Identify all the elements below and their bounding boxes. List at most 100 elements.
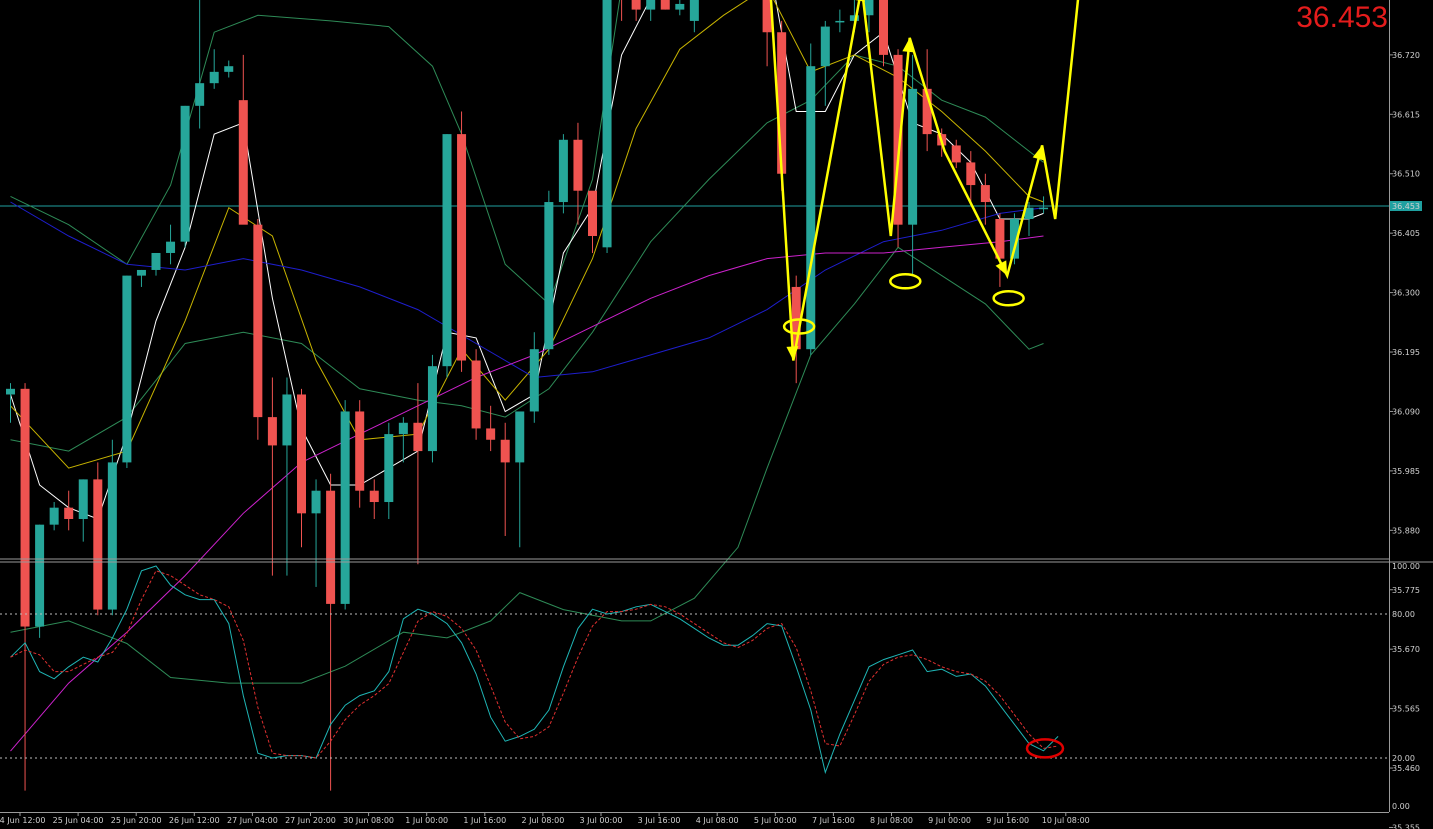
price-tick-label: 36.300 — [1392, 289, 1420, 298]
bull-candle — [849, 15, 859, 21]
time-tick-label: 1 Jul 00:00 — [405, 816, 448, 825]
bull-candle — [835, 20, 845, 23]
bull-candle — [49, 507, 59, 525]
price-tick-label: 36.405 — [1392, 229, 1420, 238]
time-tick-label: 24 Jun 12:00 — [0, 816, 45, 825]
zigzag-arrowhead — [995, 260, 1008, 276]
price-tick-label: 35.670 — [1392, 645, 1420, 654]
price-tick-label: 35.565 — [1392, 705, 1420, 714]
current-price-tag-label: 36.453 — [1392, 202, 1420, 211]
bull-candle — [602, 0, 612, 248]
bull-candle — [427, 366, 437, 452]
time-tick-label: 5 Jul 00:00 — [754, 816, 797, 825]
bull-candle — [864, 0, 874, 16]
bear-candle — [471, 360, 481, 429]
bear-candle — [326, 490, 336, 604]
time-tick-label: 3 Jul 00:00 — [580, 816, 623, 825]
bull-candle — [166, 241, 176, 253]
bb_upper-line — [10, 0, 621, 305]
price-tick-label: 36.615 — [1392, 110, 1420, 119]
price-tick-label: 36.510 — [1392, 170, 1420, 179]
bull-candle — [151, 252, 161, 270]
time-tick-label: 8 Jul 08:00 — [870, 816, 913, 825]
bull-candle — [136, 269, 146, 276]
bear-candle — [966, 162, 976, 186]
zigzag-projection — [769, 0, 1080, 361]
stochastic-pane — [0, 565, 1389, 775]
price-tick-label: 35.355 — [1392, 823, 1420, 829]
time-tick-label: 30 Jun 08:00 — [343, 816, 394, 825]
time-tick-label: 7 Jul 16:00 — [812, 816, 855, 825]
bear-candle — [922, 88, 932, 135]
stoch_main-line — [10, 565, 1059, 775]
price-tick-label: 36.090 — [1392, 407, 1420, 416]
time-tick-label: 10 Jul 08:00 — [1042, 816, 1090, 825]
bull-candle — [209, 71, 219, 84]
price-tick-label: 35.460 — [1392, 764, 1420, 773]
zigzag-arrowhead — [902, 37, 915, 53]
bull-candle — [224, 66, 234, 72]
bull-candle — [311, 490, 321, 514]
bull-candle — [806, 66, 816, 350]
bull-candle — [6, 388, 15, 395]
bear-candle — [893, 54, 903, 225]
bull-candle — [78, 479, 88, 519]
support-circle — [992, 290, 1025, 307]
bull-candle — [384, 434, 394, 503]
bull-candle — [1039, 207, 1049, 210]
bull-candle — [340, 411, 350, 604]
bull-candle — [529, 349, 539, 412]
bear-candle — [267, 417, 277, 446]
bear-candle — [879, 0, 888, 55]
bull-candle — [180, 105, 190, 242]
oversold-circle — [1025, 738, 1065, 759]
bull-candle — [908, 88, 918, 225]
bull-candle — [689, 0, 699, 21]
bull-candle — [195, 83, 205, 106]
zigzag-arrowhead — [855, 0, 866, 2]
bb_middle-line — [10, 54, 1044, 452]
price-tick-label: 36.720 — [1392, 51, 1420, 60]
bull-candle — [558, 139, 568, 203]
price-tick-label: 36.195 — [1392, 348, 1420, 357]
stoch-tick-label: 100.00 — [1392, 562, 1420, 571]
stoch-tick-label: 80.00 — [1392, 610, 1415, 619]
bear-candle — [297, 394, 306, 514]
time-tick-label: 9 Jul 00:00 — [928, 816, 971, 825]
bear-candle — [777, 32, 787, 174]
bull-candle — [442, 134, 452, 367]
bear-candle — [238, 100, 248, 225]
time-tick-label: 3 Jul 16:00 — [638, 816, 681, 825]
time-tick-label: 4 Jul 08:00 — [696, 816, 739, 825]
time-tick-label: 25 Jun 04:00 — [53, 816, 104, 825]
bear-candle — [20, 388, 30, 627]
bull-candle — [107, 462, 117, 610]
bull-candle — [1024, 207, 1034, 220]
bear-candle — [93, 479, 103, 610]
bear-candle — [995, 219, 1005, 259]
stoch_signal-line — [10, 570, 1059, 759]
bear-candle — [64, 507, 74, 519]
bull-candle — [1009, 219, 1019, 259]
price-tick-label: 35.775 — [1392, 586, 1420, 595]
time-tick-label: 27 Jun 20:00 — [285, 816, 336, 825]
current-price-tag — [1390, 201, 1422, 212]
time-tick-label: 26 Jun 12:00 — [169, 816, 220, 825]
bear-candle — [791, 286, 801, 350]
bear-candle — [980, 185, 990, 203]
time-tick-label: 1 Jul 16:00 — [463, 816, 506, 825]
bear-candle — [500, 439, 510, 463]
bear-candle — [369, 490, 379, 503]
bull-candle — [35, 524, 45, 627]
stoch-tick-label: 0.00 — [1392, 802, 1410, 811]
price-tick-label: 35.985 — [1392, 467, 1420, 476]
bull-candle — [820, 26, 830, 67]
main-price-pane — [0, 0, 1389, 791]
bull-candle — [646, 0, 656, 10]
ema_mid-line — [10, 0, 1044, 469]
bull-candle — [675, 3, 685, 10]
bull-candle — [282, 394, 292, 446]
time-tick-label: 9 Jul 16:00 — [986, 816, 1029, 825]
